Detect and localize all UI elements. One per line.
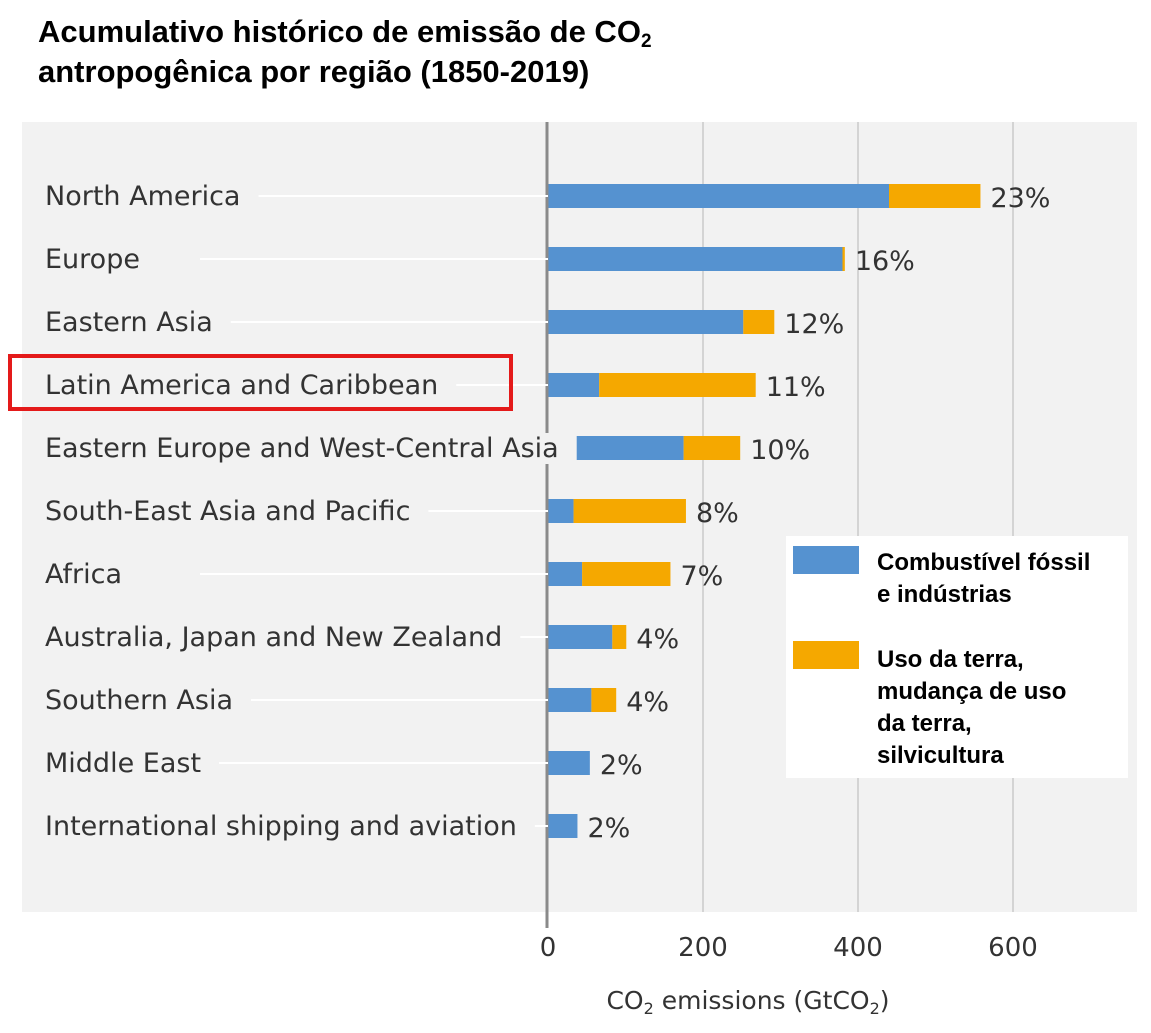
chart-title: Acumulativo histórico de emissão de CO2 … xyxy=(38,12,652,92)
category-label-australia-japan-and-new-zealand: Australia, Japan and New Zealand xyxy=(45,622,502,653)
x-axis-ticks: 0 200 400 600 xyxy=(540,933,1038,963)
category-label-middle-east: Middle East xyxy=(45,748,201,779)
label-bg-europe xyxy=(41,244,158,275)
legend-text-line: Uso da terra, xyxy=(877,646,1024,673)
label-bg-africa xyxy=(41,559,141,590)
bar-fossil-south-east-asia-and-pacific xyxy=(548,499,574,523)
legend: Combustível fóssil e indústrias Uso da te… xyxy=(786,536,1128,778)
highlight-box xyxy=(8,354,513,411)
bar-fossil-middle-east xyxy=(548,751,590,775)
bar-fossil-international-shipping-and-aviation xyxy=(548,814,578,838)
percent-label-southern-asia: 4% xyxy=(626,687,669,718)
x-axis-title: CO2 emissions (GtCO2) xyxy=(606,986,889,1018)
bar-landuse-latin-america-and-caribbean xyxy=(599,373,756,397)
category-label-latin-america-and-caribbean: Latin America and Caribbean xyxy=(45,370,438,401)
legend-label-fossil: Combustível fóssil e indústrias xyxy=(877,549,1090,608)
legend-swatch-landuse xyxy=(793,641,859,669)
category-label-southern-asia: Southern Asia xyxy=(45,685,233,716)
label-bg-eastern-europe-and-west-central-asia xyxy=(41,433,577,464)
percent-label-eastern-europe-and-west-central-asia: 10% xyxy=(750,435,810,466)
label-bg-international-shipping-and-aviation xyxy=(41,811,535,842)
percent-label-south-east-asia-and-pacific: 8% xyxy=(696,498,739,529)
bar-fossil-eastern-asia xyxy=(548,310,744,334)
legend-text-line: e indústrias xyxy=(877,581,1012,608)
label-bg-middle-east xyxy=(41,748,220,779)
label-bg-latin-america-and-caribbean xyxy=(41,370,457,401)
category-label-eastern-asia: Eastern Asia xyxy=(45,307,213,338)
category-label-africa: Africa xyxy=(45,559,122,590)
bar-fossil-africa xyxy=(548,562,583,586)
percent-label-latin-america-and-caribbean: 11% xyxy=(766,372,826,403)
legend-swatch-fossil xyxy=(793,546,859,574)
title-line-1: Acumulativo histórico de emissão de CO2 xyxy=(38,14,652,52)
percent-label-middle-east: 2% xyxy=(600,750,643,781)
bar-fossil-north-america xyxy=(548,184,889,208)
bar-fossil-australia-japan-and-new-zealand xyxy=(548,625,613,649)
legend-text-line: silvicultura xyxy=(877,742,1004,769)
label-bg-australia-japan-and-new-zealand xyxy=(41,622,521,653)
label-bg-eastern-asia xyxy=(41,307,231,338)
x-tick-label-600: 600 xyxy=(988,933,1038,963)
label-bg-north-america xyxy=(41,181,259,212)
category-label-south-east-asia-and-pacific: South-East Asia and Pacific xyxy=(45,496,410,527)
legend-text-line: da terra, xyxy=(877,710,972,737)
bar-fossil-latin-america-and-caribbean xyxy=(548,373,600,397)
bar-landuse-north-america xyxy=(889,184,981,208)
category-label-north-america: North America xyxy=(45,181,240,212)
x-tick-label-400: 400 xyxy=(833,933,883,963)
category-label-eastern-europe-and-west-central-asia: Eastern Europe and West-Central Asia xyxy=(45,433,559,464)
bar-landuse-eastern-europe-and-west-central-asia xyxy=(683,436,741,460)
bar-landuse-africa xyxy=(582,562,671,586)
label-bg-south-east-asia-and-pacific xyxy=(41,496,429,527)
bar-landuse-eastern-asia xyxy=(743,310,775,334)
category-label-international-shipping-and-aviation: International shipping and aviation xyxy=(45,811,517,842)
percent-label-north-america: 23% xyxy=(990,183,1050,214)
bar-landuse-europe xyxy=(842,247,845,271)
bars xyxy=(545,122,981,928)
legend-label-landuse: Uso da terra, mudança de uso da terra, silv… xyxy=(877,646,1066,769)
legend-text-line: mudança de uso xyxy=(877,678,1066,705)
percent-label-international-shipping-and-aviation: 2% xyxy=(587,813,630,844)
percent-labels: 23% 16% 12% 11% 10% 8% 7% 4% 4% 2% 2% xyxy=(587,183,1050,844)
x-tick-label-0: 0 xyxy=(540,933,557,963)
category-label-europe: Europe xyxy=(45,244,140,275)
x-tick-label-200: 200 xyxy=(678,933,728,963)
percent-label-africa: 7% xyxy=(680,561,723,592)
legend-text-line: Combustível fóssil xyxy=(877,549,1090,576)
percent-label-europe: 16% xyxy=(855,246,915,277)
category-labels: North America Europe Eastern Asia Latin Ame… xyxy=(41,181,577,842)
bar-fossil-europe xyxy=(548,247,843,271)
bar-landuse-australia-japan-and-new-zealand xyxy=(612,625,627,649)
label-bg-southern-asia xyxy=(41,685,251,716)
bar-landuse-south-east-asia-and-pacific xyxy=(573,499,686,523)
percent-label-australia-japan-and-new-zealand: 4% xyxy=(636,624,679,655)
percent-label-eastern-asia: 12% xyxy=(784,309,844,340)
bar-landuse-southern-asia xyxy=(591,688,617,712)
title-line-2: antropogênica por região (1850-2019) xyxy=(38,54,590,89)
bar-fossil-southern-asia xyxy=(548,688,592,712)
